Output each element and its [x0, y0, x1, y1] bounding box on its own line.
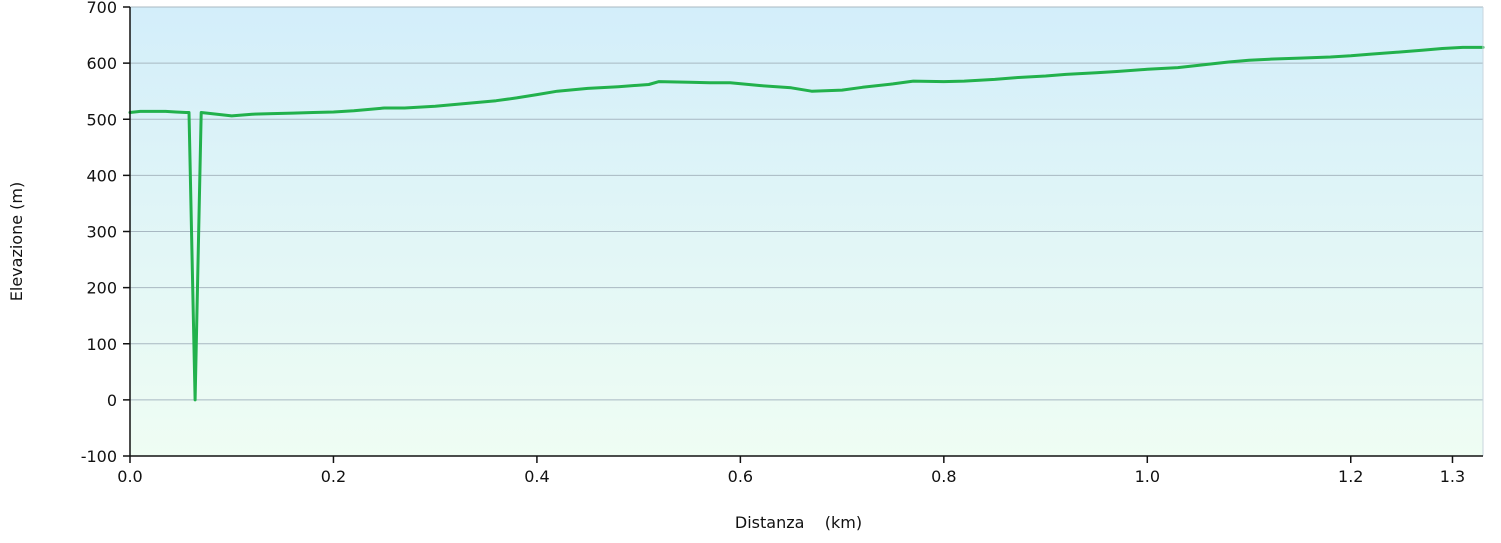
y-axis-ticks: 700 600 500 400 300 200 100 0 -100 — [81, 0, 130, 466]
x-axis-label: Distanza (km) — [735, 513, 862, 532]
y-tick-label: 500 — [86, 110, 117, 129]
x-tick-label: 0.8 — [931, 467, 956, 486]
x-tick-label: 0.4 — [524, 467, 549, 486]
elevation-series — [128, 45, 1485, 402]
x-tick-label: 1.0 — [1135, 467, 1160, 486]
y-tick-label: 300 — [86, 223, 117, 242]
y-tick-label: -100 — [81, 447, 117, 466]
x-tick-label: 1.3 — [1440, 467, 1465, 486]
y-tick-label: 100 — [86, 335, 117, 354]
y-tick-label: 600 — [86, 54, 117, 73]
x-tick-label: 0.2 — [321, 467, 346, 486]
y-tick-label: 700 — [86, 0, 117, 17]
x-axis-ticks: 0.0 0.2 0.4 0.6 0.8 1.0 1.2 1.3 — [117, 456, 1465, 486]
x-tick-label: 0.0 — [117, 467, 142, 486]
grid-lines — [130, 6, 1483, 401]
y-tick-label: 400 — [86, 166, 117, 185]
x-tick-label: 1.2 — [1338, 467, 1363, 486]
x-tick-label: 0.6 — [728, 467, 753, 486]
elevation-line — [128, 45, 1485, 402]
y-tick-label: 0 — [107, 391, 117, 410]
y-axis-label: Elevazione (m) — [7, 182, 26, 301]
y-tick-label: 200 — [86, 279, 117, 298]
